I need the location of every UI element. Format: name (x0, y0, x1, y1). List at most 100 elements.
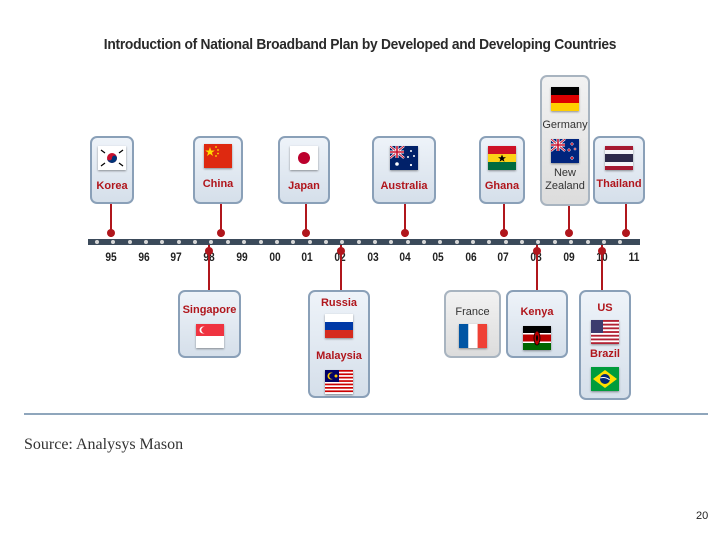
axis-tick (520, 240, 525, 244)
year-label: 06 (465, 250, 477, 264)
singapore-flag-icon (195, 324, 224, 348)
connector-line (110, 204, 112, 237)
divider-line (24, 413, 708, 415)
axis-tick (389, 240, 394, 244)
brazil-flag-icon (591, 367, 619, 391)
axis-tick (438, 240, 443, 244)
axis-tick (258, 240, 263, 244)
country-label-thailand: Thailand (596, 178, 642, 190)
country-label-ghana: Ghana (484, 180, 520, 192)
card-korea: Korea (90, 136, 134, 204)
australia-flag-icon (390, 146, 418, 170)
connector-pin (622, 229, 630, 237)
country-label-france: France (455, 306, 490, 318)
card-russia-malaysia: Russia Malaysia (308, 290, 370, 398)
kenya-flag-icon (523, 326, 551, 350)
axis-tick (274, 240, 279, 244)
card-australia: Australia (372, 136, 436, 204)
connector-line (536, 245, 538, 290)
axis-tick (193, 240, 198, 244)
france-flag-icon (458, 324, 487, 348)
country-label-us: US (597, 302, 613, 314)
card-kenya: Kenya (506, 290, 568, 358)
year-label: 02 (327, 250, 353, 264)
source-note: Source: Analysys Mason (24, 436, 184, 453)
card-us-brazil: US Brazil (579, 290, 631, 400)
china-flag-icon (204, 144, 232, 168)
country-label-korea: Korea (96, 180, 128, 192)
axis-tick (601, 240, 606, 244)
year-label: 05 (432, 250, 444, 264)
axis-tick (307, 240, 312, 244)
year-label: 96 (138, 250, 150, 264)
axis-tick (471, 240, 476, 244)
axis-tick (160, 240, 165, 244)
connector-line (568, 206, 570, 237)
connector-line (601, 245, 603, 290)
year-label: 09 (563, 250, 575, 264)
axis-tick (372, 240, 377, 244)
connector-line (503, 204, 505, 237)
axis-tick (176, 240, 181, 244)
connector-pin (565, 229, 573, 237)
card-japan: Japan (278, 136, 330, 204)
year-label: 95 (105, 250, 117, 264)
year-label: 99 (236, 250, 248, 264)
axis-tick (503, 240, 508, 244)
card-ghana: Ghana (479, 136, 525, 204)
country-label-russia: Russia (320, 297, 358, 309)
axis-tick (291, 240, 296, 244)
card-france: France (444, 290, 501, 358)
year-label: 07 (497, 250, 510, 264)
year-label: 03 (366, 250, 379, 264)
axis-tick (487, 240, 492, 244)
card-thailand: Thailand (593, 136, 645, 204)
axis-tick (225, 240, 230, 244)
connector-line (305, 204, 307, 237)
axis-tick (242, 240, 247, 244)
axis-tick (552, 240, 557, 244)
connector-line (208, 245, 210, 290)
connector-line (220, 204, 222, 237)
new-zealand-flag-icon (551, 139, 579, 163)
axis-tick (405, 240, 410, 244)
timeline-axis (88, 239, 640, 245)
thailand-flag-icon (605, 146, 633, 170)
connector-line (340, 245, 342, 290)
axis-tick (618, 240, 623, 244)
connector-pin (205, 247, 213, 255)
country-label-australia: Australia (380, 180, 428, 192)
axis-tick (323, 240, 328, 244)
country-label-singapore: Singapore (182, 304, 237, 316)
axis-tick (127, 240, 132, 244)
ghana-flag-icon (488, 146, 516, 170)
axis-tick (209, 240, 214, 244)
card-germany-new-zealand: Germany New Zealand (540, 75, 590, 206)
connector-pin (500, 229, 508, 237)
japan-flag-icon (290, 146, 318, 170)
axis-tick (569, 240, 574, 244)
country-label-germany: Germany (542, 119, 588, 131)
country-label-japan: Japan (288, 180, 320, 192)
connector-pin (533, 247, 541, 255)
card-singapore: Singapore (178, 290, 241, 358)
connector-line (404, 204, 406, 237)
connector-pin (337, 247, 345, 255)
year-label: 00 (268, 250, 281, 264)
country-label-new-zealand: New Zealand (545, 167, 585, 192)
year-label: 97 (170, 250, 183, 264)
germany-flag-icon (551, 87, 579, 111)
country-label-kenya: Kenya (520, 306, 554, 318)
axis-tick (95, 240, 99, 244)
year-label: 01 (301, 250, 313, 264)
connector-pin (107, 229, 115, 237)
russia-flag-icon (325, 314, 353, 338)
axis-tick (536, 240, 541, 244)
korea-flag-icon (98, 146, 126, 170)
connector-pin (217, 229, 225, 237)
year-label: 04 (399, 250, 411, 264)
year-label: 11 (628, 250, 640, 264)
country-label-china: China (202, 178, 234, 190)
country-label-malaysia: Malaysia (316, 350, 362, 362)
connector-pin (401, 229, 409, 237)
